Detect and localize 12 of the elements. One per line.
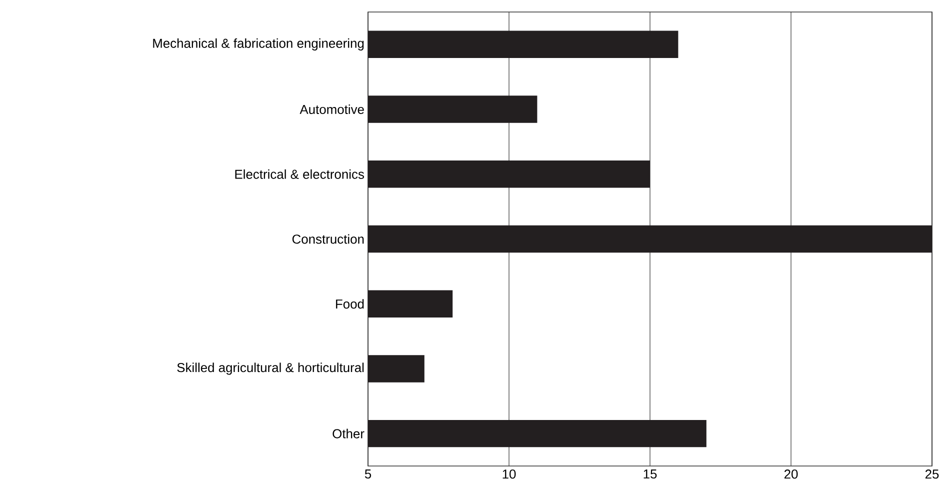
- x-tick-label: 25: [925, 470, 939, 479]
- y-tick-label: Other: [332, 428, 364, 438]
- y-tick-label: Electrical & electronics: [235, 169, 364, 179]
- y-tick-label: Food: [336, 299, 364, 309]
- y-tick-label: Mechanical & fabrication engineering: [153, 38, 364, 50]
- x-tick-label: 20: [784, 470, 798, 479]
- y-tick-label: Skilled agricultural & horticultural: [177, 362, 364, 375]
- x-tick-label: 10: [502, 470, 516, 479]
- y-tick-label: Automotive: [300, 104, 364, 114]
- x-tick-label: 15: [644, 470, 657, 479]
- x-tick-label: 5: [364, 470, 372, 479]
- y-tick-label: Construction: [292, 234, 364, 244]
